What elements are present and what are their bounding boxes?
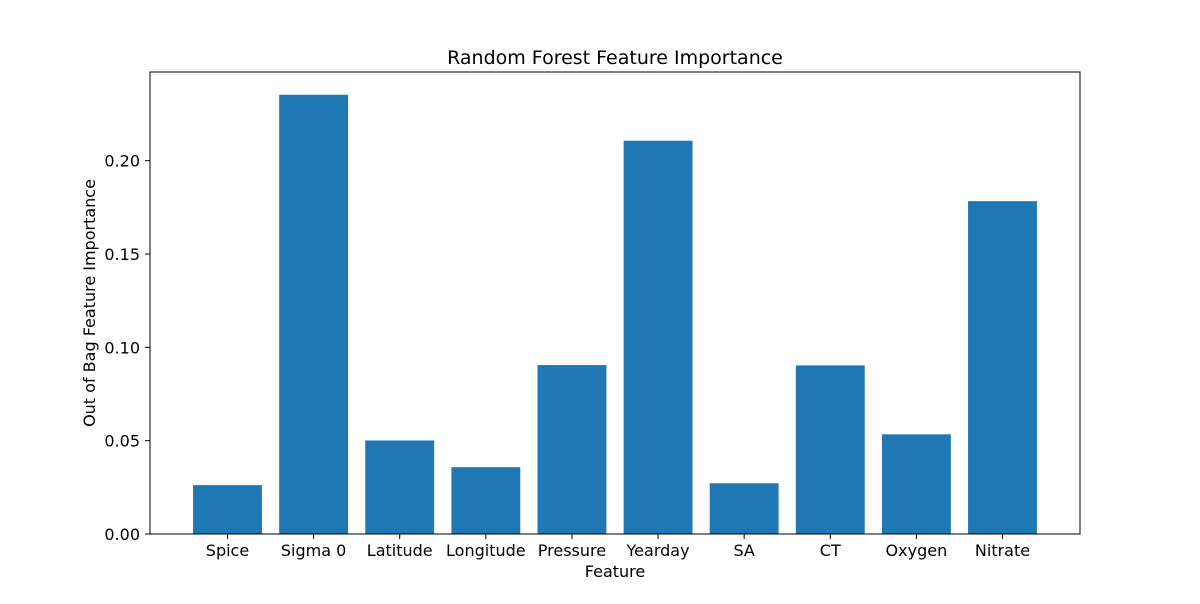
bar-oxygen (881, 434, 951, 534)
x-tick-label: Latitude (367, 541, 433, 560)
y-axis: 0.00 0.05 0.10 0.15 0.20 (104, 152, 150, 544)
x-tick-label: Sigma 0 (281, 541, 346, 560)
y-tick-label: 0.00 (104, 525, 140, 544)
x-tick-label: Longitude (446, 541, 526, 560)
bar-ct (795, 365, 865, 534)
x-tick-label: CT (820, 541, 841, 560)
bar-sa (709, 483, 779, 534)
bar-pressure (537, 365, 607, 534)
y-tick-label: 0.15 (104, 245, 140, 264)
x-tick-label: Spice (206, 541, 249, 560)
y-tick-label: 0.10 (104, 338, 140, 357)
x-tick-label: Nitrate (975, 541, 1030, 560)
bar-spice (193, 485, 262, 534)
bar-nitrate (968, 201, 1037, 534)
x-axis: Spice Sigma 0 Latitude Longitude Pressure Yea… (206, 534, 1030, 560)
y-tick-label: 0.20 (104, 152, 140, 171)
bar-sigma-0 (279, 94, 349, 535)
x-tick-label: SA (733, 541, 754, 560)
bar-yearday (623, 140, 693, 534)
chart-title: Random Forest Feature Importance (447, 47, 783, 69)
x-tick-label: Oxygen (886, 541, 948, 560)
x-tick-label: Pressure (538, 541, 606, 560)
bar-longitude (451, 467, 521, 534)
bars-group (193, 94, 1037, 535)
plot-frame (149, 71, 1081, 535)
x-tick-label: Yearday (626, 541, 690, 560)
bar-latitude (365, 440, 435, 534)
y-axis-label: Out of Bag Feature Importance (80, 179, 99, 427)
x-axis-label: Feature (585, 562, 645, 581)
y-tick-label: 0.05 (104, 432, 140, 451)
